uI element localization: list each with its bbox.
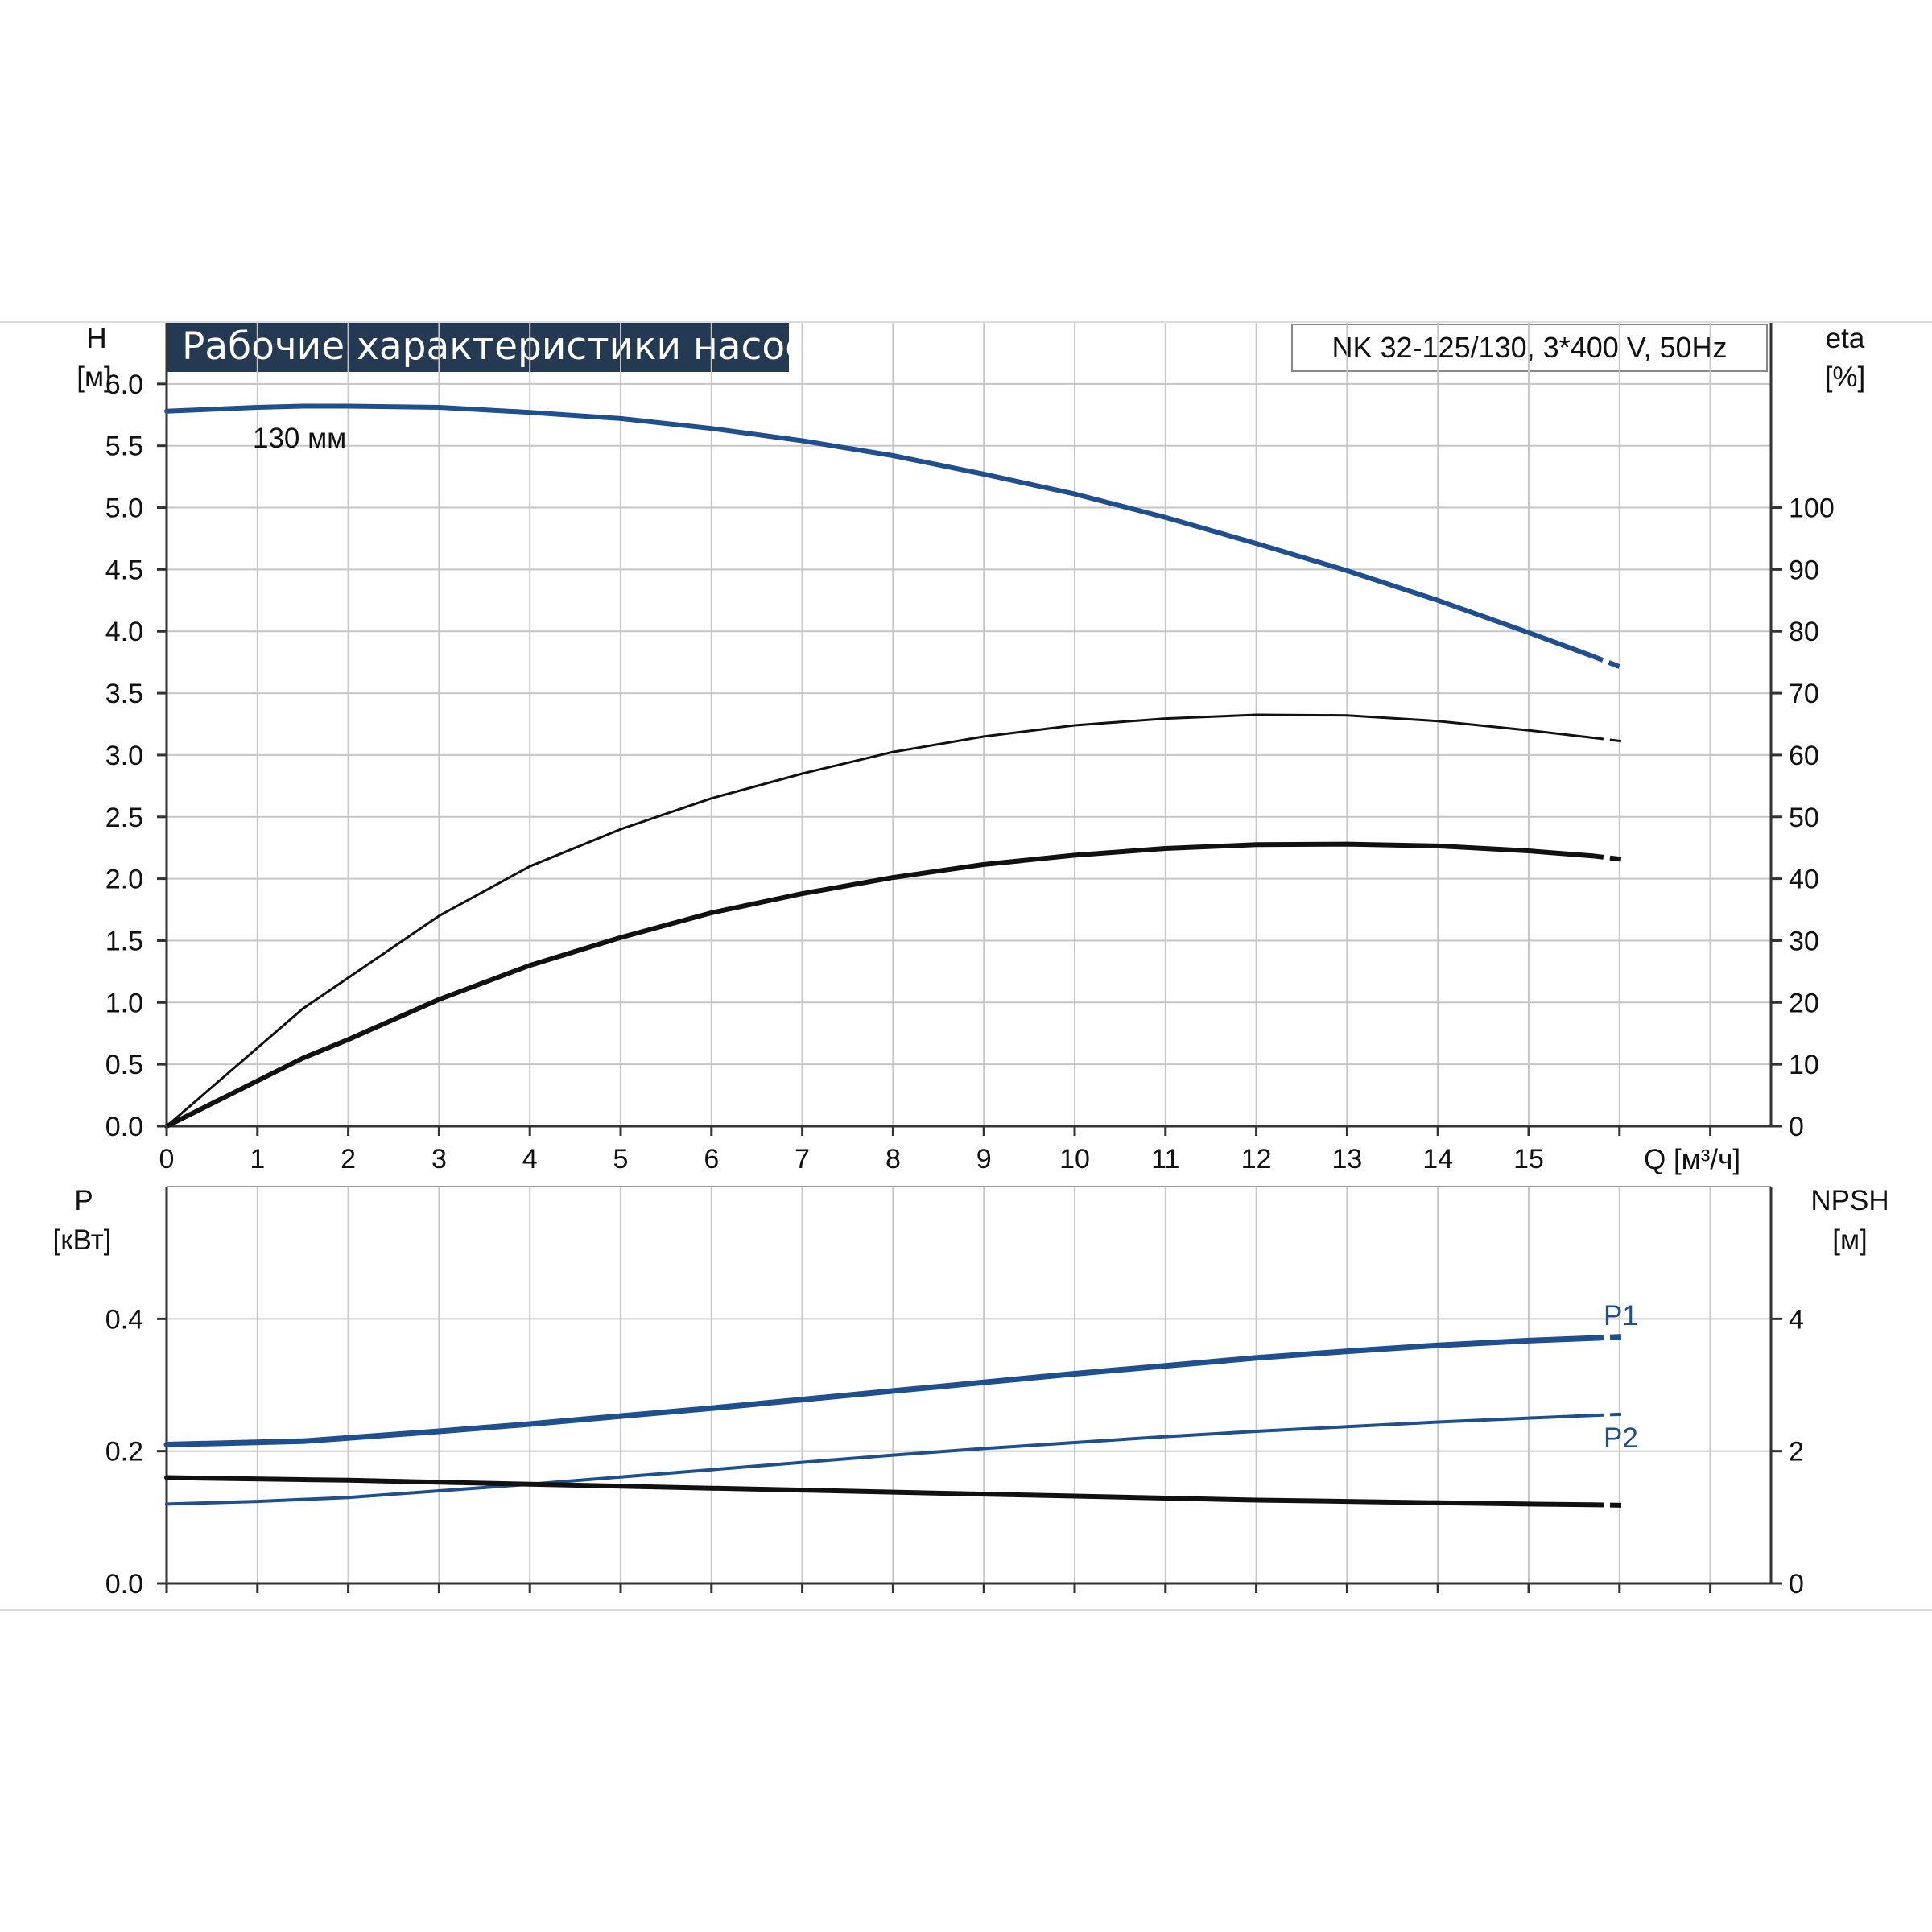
x-tick-label: 1 — [250, 1144, 265, 1174]
left-tick-label: 0.0 — [105, 1569, 143, 1600]
impeller-annotation: 130 мм — [253, 423, 346, 454]
series-line-curve-0 — [164, 403, 1595, 658]
left-tick-label: 4.0 — [105, 617, 143, 647]
x-tick-label: 5 — [613, 1144, 629, 1174]
series-line-curve-1 — [165, 713, 1594, 1128]
p1-label: P1 — [1604, 1300, 1638, 1331]
right-tick-label: 90 — [1789, 555, 1819, 585]
right-tick-label: 10 — [1789, 1050, 1819, 1080]
left-tick-label: 1.5 — [105, 926, 143, 956]
head-axis-label: H — [86, 323, 106, 354]
right-tick-label: 60 — [1789, 741, 1819, 771]
left-tick-label: 0.4 — [105, 1304, 143, 1335]
series-line-curve-2 — [164, 1475, 1595, 1508]
right-tick-label: 50 — [1789, 803, 1819, 833]
left-tick-label: 2.0 — [105, 865, 143, 895]
left-tick-label: 5.0 — [105, 493, 143, 524]
p2-label: P2 — [1604, 1422, 1638, 1454]
right-tick-label: 20 — [1789, 988, 1819, 1018]
head-efficiency-curves — [164, 403, 1625, 1129]
series-extension-curve-1 — [1591, 736, 1624, 743]
x-tick-label: 3 — [431, 1144, 447, 1174]
x-tick-label: 4 — [522, 1144, 538, 1174]
right-tick-label: 70 — [1789, 679, 1819, 709]
x-tick-label: 13 — [1331, 1144, 1362, 1174]
right-tick-label: 80 — [1789, 617, 1819, 647]
right-tick-label: 0 — [1789, 1112, 1804, 1142]
right-tick-label: 4 — [1789, 1304, 1804, 1335]
left-tick-label: 4.5 — [105, 555, 143, 585]
x-tick-label: 11 — [1151, 1144, 1179, 1174]
left-tick-label: 0.0 — [105, 1112, 143, 1142]
flow-axis-label: Q [м³/ч] — [1644, 1144, 1740, 1175]
x-tick-label: 0 — [159, 1144, 175, 1174]
x-tick-label: 14 — [1422, 1144, 1453, 1174]
series-extension-curve-2 — [1591, 853, 1624, 862]
power-axis-label: P — [74, 1185, 93, 1216]
power-npsh-panel: 0.0 0.2 0.4 0 2 4 P [кВт] NPSH [м] P1 P2 — [53, 1185, 1889, 1600]
left-tick-label: 5.5 — [105, 431, 143, 462]
right-tick-label: 40 — [1789, 865, 1819, 895]
series-extension-curve-0 — [1591, 654, 1625, 671]
left-tick-label: 1.0 — [105, 988, 143, 1018]
head-efficiency-panel: 0.0 0.5 1.0 1.5 2.0 2.5 3.0 3.5 4.0 4.5 5.0 5.5 6.0 0… — [76, 321, 1866, 1175]
x-tick-label: 6 — [704, 1144, 719, 1174]
npsh-axis-unit: [м] — [1832, 1224, 1868, 1256]
npsh-axis-label: NPSH — [1810, 1185, 1889, 1216]
left-tick-label: 0.5 — [105, 1050, 143, 1080]
x-tick-label: 12 — [1241, 1144, 1272, 1174]
series-extension-p2 — [1591, 1412, 1624, 1418]
x-tick-label: 8 — [886, 1144, 901, 1174]
eta-axis-label: eta — [1826, 323, 1865, 354]
chart-title: Рабочие характеристики насоса — [167, 322, 829, 372]
x-tick-label: 2 — [341, 1144, 356, 1174]
x-tick-label: 10 — [1059, 1144, 1090, 1174]
power-axis-unit: [кВт] — [53, 1224, 112, 1256]
power-npsh-curves — [163, 1334, 1624, 1508]
x-tick-label: 15 — [1513, 1144, 1544, 1174]
right-tick-label: 30 — [1789, 926, 1819, 956]
right-tick-label: 2 — [1789, 1437, 1804, 1468]
right-tick-label: 100 — [1789, 493, 1835, 524]
left-tick-label: 3.0 — [105, 741, 143, 771]
power-grid — [165, 1186, 1773, 1585]
head-axis-unit: [м] — [76, 361, 112, 393]
series-line-curve-2 — [164, 841, 1595, 1129]
eta-axis-unit: [%] — [1825, 361, 1866, 393]
series-line-p1 — [163, 1335, 1596, 1447]
power-axis-ticks: 0.0 0.2 0.4 0 2 4 — [105, 1304, 1804, 1600]
head-grid — [165, 321, 1773, 1128]
series-extension-p1 — [1591, 1334, 1624, 1341]
right-tick-label: 0 — [1789, 1569, 1804, 1600]
left-tick-label: 3.5 — [105, 679, 143, 709]
left-tick-label: 0.2 — [105, 1437, 143, 1468]
x-tick-label: 9 — [976, 1144, 992, 1174]
head-axis-ticks: 0.0 0.5 1.0 1.5 2.0 2.5 3.0 3.5 4.0 4.5 5.0 5.5 6.0 0… — [105, 369, 1835, 1174]
left-tick-label: 2.5 — [105, 803, 143, 833]
series-line-p2 — [165, 1414, 1594, 1506]
left-tick-label: 6.0 — [105, 369, 143, 400]
x-tick-label: 7 — [795, 1144, 810, 1174]
